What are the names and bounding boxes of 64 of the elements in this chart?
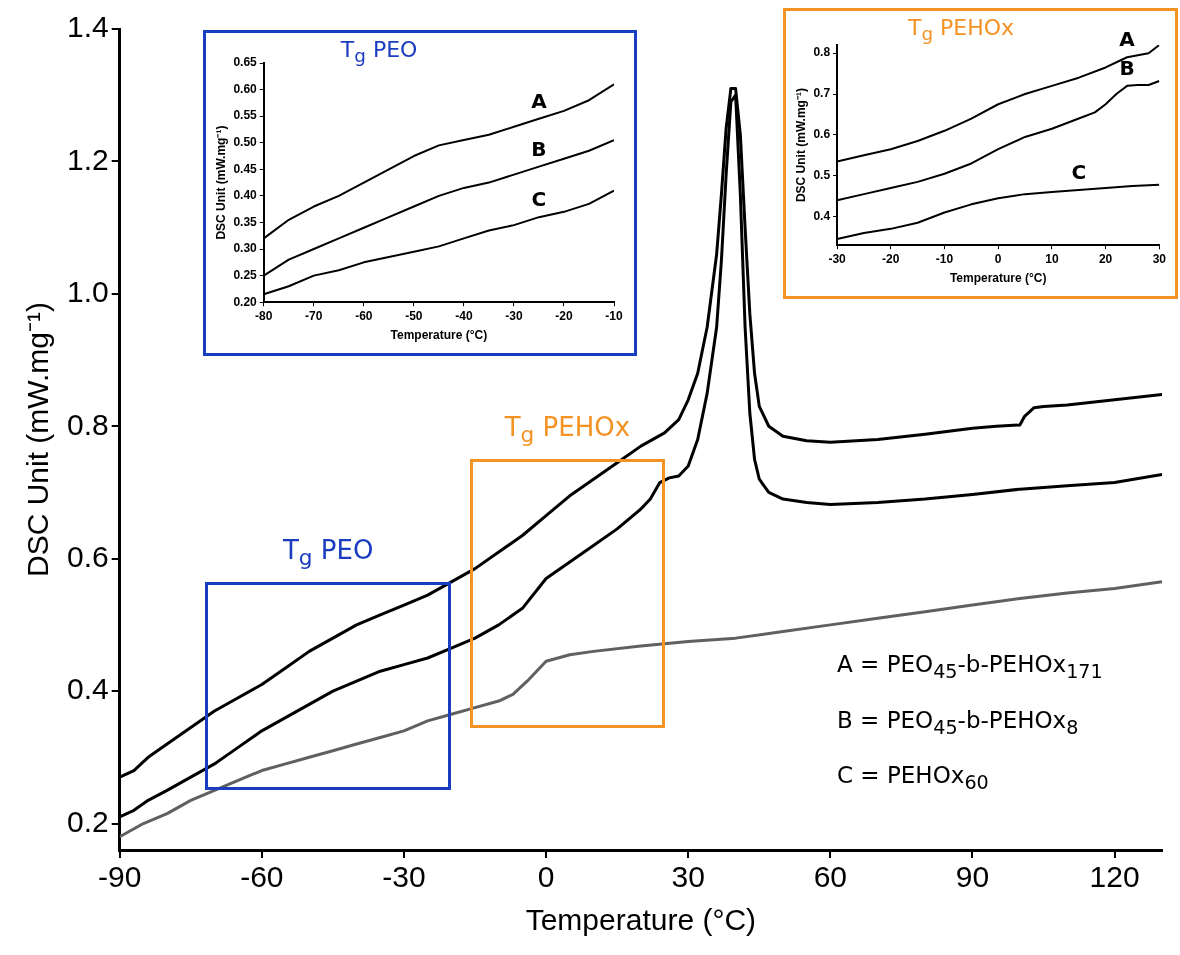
- y-tick-label: 0.40: [233, 188, 258, 203]
- y-tick-label: 0.7: [813, 86, 831, 101]
- y-tick-label: 0.4: [66, 672, 109, 706]
- x-tick-label: -40: [455, 308, 473, 323]
- series-label: C: [1071, 160, 1087, 185]
- x-tick-label: -80: [255, 308, 273, 323]
- x-tick-label: -30: [828, 251, 847, 266]
- y-tick-label: 0.45: [233, 161, 258, 176]
- y-tick-label: 1.0: [66, 275, 109, 309]
- y-tick-label: 0.50: [233, 135, 258, 150]
- x-axis-title: Temperature (°C): [525, 903, 757, 937]
- annotation: C = PEHOx$_{60}$: [837, 761, 990, 796]
- x-tick-label: -30: [505, 308, 523, 323]
- y-axis-title: DSC Unit (mW.mg⁻¹): [793, 88, 808, 203]
- x-tick-label: 60: [813, 860, 848, 894]
- x-tick-label: 120: [1089, 860, 1140, 894]
- x-axis-title: Temperature (°C): [949, 271, 1047, 286]
- y-tick-label: 0.30: [233, 241, 258, 256]
- x-axis-title: Temperature (°C): [390, 328, 488, 343]
- y-tick-label: 0.25: [233, 267, 258, 282]
- x-tick-label: 30: [1152, 251, 1167, 266]
- y-axis-title: DSC Unit (mW.mg⁻¹): [213, 125, 228, 240]
- y-axis-title: DSC Unit (mW.mg⁻¹): [21, 302, 55, 577]
- y-tick-label: 0.8: [813, 45, 831, 60]
- x-tick-label: -20: [882, 251, 900, 266]
- y-tick-label: 1.2: [66, 142, 109, 176]
- series-label: B: [531, 136, 547, 161]
- series-label: B: [1119, 56, 1135, 81]
- y-tick-label: 0.20: [233, 294, 258, 309]
- y-tick-label: 0.4: [813, 208, 831, 223]
- chart-title: T$_{g}$ PEO: [340, 37, 418, 67]
- y-tick-label: 0.2: [66, 804, 109, 838]
- x-tick-label: -30: [382, 860, 426, 894]
- y-tick-label: 0.6: [66, 539, 109, 573]
- x-tick-label: -10: [935, 251, 954, 266]
- y-tick-label: 0.35: [233, 214, 258, 229]
- x-tick-label: -70: [305, 308, 323, 323]
- x-tick-label: 90: [955, 860, 990, 894]
- series-label: C: [531, 187, 547, 212]
- y-tick-label: 0.65: [233, 55, 258, 70]
- y-tick-label: 0.6: [813, 127, 831, 142]
- annotation: B = PEO$_{45}$-b-PEHOx$_{8}$: [837, 705, 1080, 741]
- x-tick-label: 20: [1098, 251, 1113, 266]
- y-tick-label: 1.4: [66, 10, 109, 44]
- x-tick-label: -10: [605, 308, 623, 323]
- series-label: A: [1119, 27, 1136, 52]
- annotation: A = PEO$_{45}$-b-PEHOx$_{171}$: [837, 650, 1103, 685]
- x-tick-label: 10: [1045, 251, 1059, 266]
- y-tick-label: 0.60: [233, 81, 258, 96]
- x-tick-label: -90: [98, 860, 142, 894]
- x-tick-label: -60: [240, 860, 284, 894]
- x-tick-label: -60: [355, 308, 373, 323]
- x-tick-label: -20: [555, 308, 573, 323]
- x-tick-label: 30: [671, 860, 705, 894]
- annotation: T$_{g}$ PEO: [282, 534, 374, 570]
- x-tick-label: 0: [537, 860, 555, 894]
- series-label: A: [531, 89, 548, 114]
- x-tick-label: -50: [405, 308, 423, 323]
- annotation: T$_{g}$ PEHOx: [504, 412, 631, 448]
- y-tick-label: 0.8: [66, 407, 109, 441]
- x-tick-label: 0: [994, 251, 1002, 266]
- chart-title: T$_{g}$ PEHOx: [907, 15, 1015, 45]
- y-tick-label: 0.5: [813, 168, 831, 183]
- y-tick-label: 0.55: [233, 108, 258, 123]
